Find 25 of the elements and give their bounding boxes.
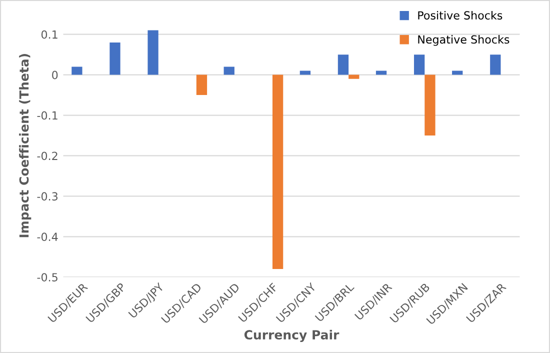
bar xyxy=(224,66,234,75)
bar xyxy=(338,54,349,75)
bar xyxy=(424,74,436,136)
bar xyxy=(300,70,311,75)
y-tick-label: 0.1 xyxy=(41,30,58,39)
legend-label: Negative Shocks xyxy=(418,35,510,46)
x-axis-title: Currency Pair xyxy=(244,330,340,342)
bar xyxy=(348,74,360,79)
y-tick-label: -0.1 xyxy=(37,111,58,120)
y-tick-label: -0.4 xyxy=(37,232,58,242)
bar xyxy=(148,30,158,75)
bar xyxy=(490,54,501,75)
y-tick-label: 0 xyxy=(52,70,58,80)
bar xyxy=(414,54,425,75)
y-tick-label: -0.3 xyxy=(37,192,58,201)
bar xyxy=(272,74,284,270)
y-axis-title: Impact Coefficient (Theta) xyxy=(19,54,32,238)
bar xyxy=(376,70,387,75)
y-tick-label: -0.2 xyxy=(37,152,58,160)
y-tick-label: -0.5 xyxy=(37,273,58,282)
bar xyxy=(72,66,82,75)
bar xyxy=(110,42,120,75)
legend-label: Positive Shocks xyxy=(418,10,502,20)
bar xyxy=(196,74,208,96)
bar xyxy=(452,70,463,75)
